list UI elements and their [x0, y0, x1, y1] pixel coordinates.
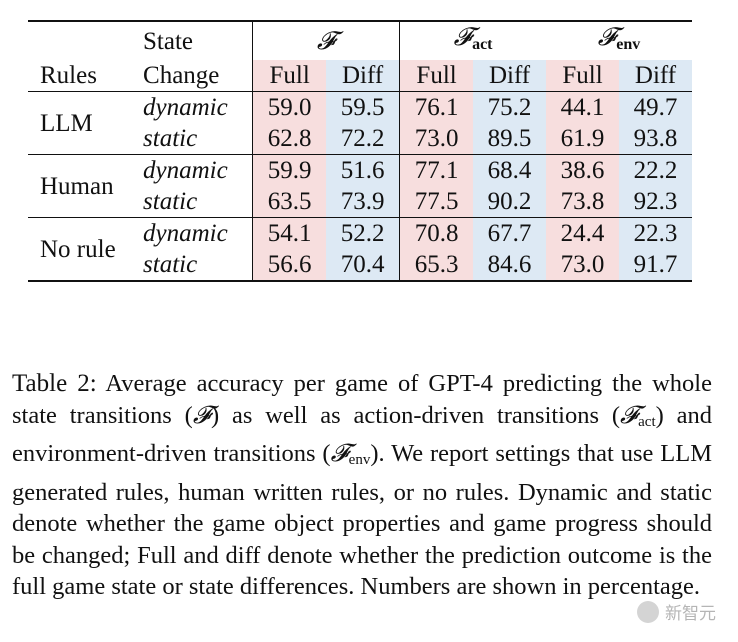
value-cell: 75.2: [473, 91, 547, 123]
header-row-1: State 𝓕 𝓕act 𝓕env: [28, 21, 692, 60]
value-cell: 92.3: [619, 186, 692, 218]
value-cell: 44.1: [546, 91, 619, 123]
value-cell: 51.6: [326, 154, 400, 186]
table-row: static 62.8 72.2 73.0 89.5 61.9 93.8: [28, 123, 692, 155]
subheader-diff: Diff: [326, 60, 400, 92]
f-symbol: 𝓕: [620, 401, 639, 429]
watermark: 新智元: [637, 599, 716, 624]
value-cell: 73.8: [546, 186, 619, 218]
table-row: static 63.5 73.9 77.5 90.2 73.8 92.3: [28, 186, 692, 218]
results-table-container: State 𝓕 𝓕act 𝓕env Rules Change Full Diff…: [28, 20, 692, 282]
rule-label: No rule: [40, 235, 116, 263]
value-cell: 49.7: [619, 91, 692, 123]
value-cell: 59.5: [326, 91, 400, 123]
rule-label: LLM: [40, 109, 93, 137]
caption-label: Table 2:: [12, 370, 97, 397]
header-row-2: Rules Change Full Diff Full Diff Full Di…: [28, 60, 692, 92]
value-cell: 73.0: [546, 249, 619, 281]
value-cell: 59.9: [252, 154, 327, 186]
value-cell: 22.3: [619, 217, 692, 249]
value-cell: 73.9: [326, 186, 400, 218]
value-cell: 77.1: [399, 154, 474, 186]
state-label: static: [143, 125, 198, 152]
subheader-full: Full: [546, 60, 619, 92]
group-header-f: 𝓕: [252, 21, 400, 60]
value-cell: 76.1: [399, 91, 474, 123]
value-cell: 52.2: [326, 217, 400, 249]
state-change-header-line1: State: [143, 27, 194, 55]
value-cell: 63.5: [252, 186, 327, 218]
rules-header: Rules: [40, 62, 97, 89]
state-label: dynamic: [143, 94, 228, 121]
value-cell: 93.8: [619, 123, 692, 155]
table-row: Human dynamic 59.9 51.6 77.1 68.4 38.6 2…: [28, 154, 692, 200]
f-symbol: 𝓕: [192, 401, 211, 429]
value-cell: 89.5: [473, 123, 547, 155]
value-cell: 77.5: [399, 186, 474, 218]
env-subscript: env: [348, 452, 371, 468]
value-cell: 68.4: [473, 154, 547, 186]
table-row: No rule dynamic 54.1 52.2 70.8 67.7 24.4…: [28, 217, 692, 263]
wechat-logo-icon: [637, 600, 659, 623]
act-subscript: act: [638, 413, 656, 430]
rule-label: Human: [40, 172, 114, 200]
value-cell: 84.6: [473, 249, 547, 281]
value-cell: 72.2: [326, 123, 400, 155]
table-row: LLM dynamic 59.0 59.5 76.1 75.2 44.1 49.…: [28, 91, 692, 137]
f-symbol: 𝓕: [330, 440, 349, 467]
value-cell: 22.2: [619, 154, 692, 186]
value-cell: 38.6: [546, 154, 619, 186]
subheader-diff: Diff: [619, 60, 692, 92]
value-cell: 67.7: [473, 217, 547, 249]
watermark-text: 新智元: [665, 604, 716, 624]
value-cell: 59.0: [252, 91, 327, 123]
results-table: State 𝓕 𝓕act 𝓕env Rules Change Full Diff…: [28, 20, 692, 282]
value-cell: 91.7: [619, 249, 692, 281]
subheader-diff: Diff: [473, 60, 547, 92]
state-label: static: [143, 251, 198, 278]
state-label: dynamic: [143, 220, 228, 247]
group-header-f-act: 𝓕act: [399, 21, 547, 60]
state-change-header-line2: Change: [143, 62, 220, 89]
value-cell: 24.4: [546, 217, 619, 249]
value-cell: 54.1: [252, 217, 327, 249]
value-cell: 70.4: [326, 249, 400, 281]
value-cell: 61.9: [546, 123, 619, 155]
state-label: dynamic: [143, 157, 228, 184]
table-caption: Table 2: Average accuracy per game of GP…: [12, 370, 712, 600]
subheader-full: Full: [252, 60, 327, 92]
value-cell: 65.3: [399, 249, 474, 281]
subheader-full: Full: [399, 60, 474, 92]
value-cell: 90.2: [473, 186, 547, 218]
value-cell: 70.8: [399, 217, 474, 249]
group-header-f-env: 𝓕env: [597, 24, 641, 53]
state-label: static: [143, 188, 198, 215]
value-cell: 62.8: [252, 123, 327, 155]
value-cell: 56.6: [252, 249, 327, 281]
table-row: static 56.6 70.4 65.3 84.6 73.0 91.7: [28, 249, 692, 281]
value-cell: 73.0: [399, 123, 474, 155]
